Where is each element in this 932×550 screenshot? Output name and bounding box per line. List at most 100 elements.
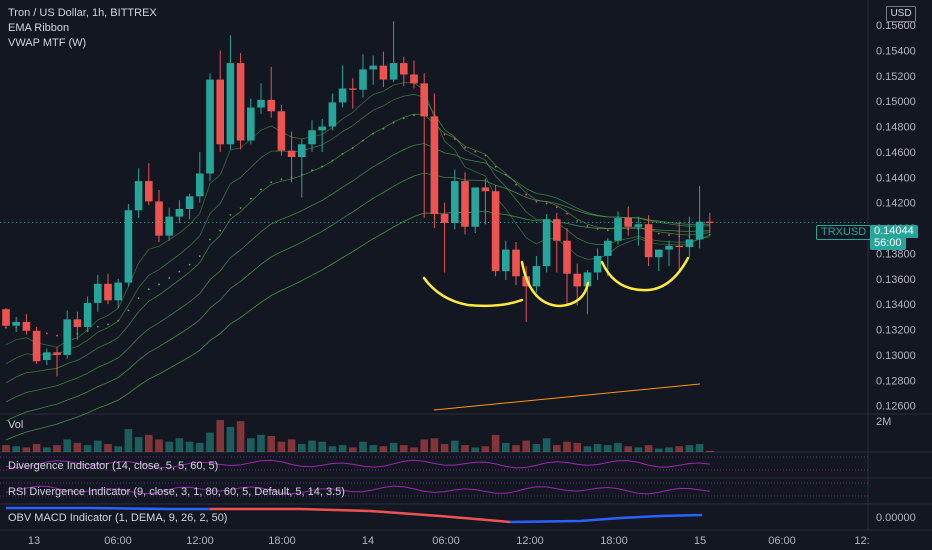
ma-dot [311,169,313,172]
ma-dot [209,238,211,241]
currency-button[interactable]: USD [886,6,916,22]
ma-dot [96,325,99,328]
ema-ribbon-legend[interactable]: EMA Ribbon [8,22,70,34]
x-tick-label: 14 [362,535,374,547]
volume-bar [22,447,31,452]
divergence-line [5,459,710,469]
volume-bar [655,448,663,452]
volume-bar [277,441,286,452]
ma-dot [576,219,579,222]
candle-body [257,99,265,108]
candle-body [22,321,31,331]
volume-bar [400,445,408,452]
volume-bar [267,436,275,452]
candle-body [287,150,296,157]
ma-dot [45,332,48,335]
vwap-legend[interactable]: VWAP MTF (W) [8,37,87,49]
candle-body [491,191,500,272]
volume-bar [114,446,122,452]
y-tick-label: 0.14600 [876,147,916,159]
candle-body [695,221,704,240]
volume-bar [338,445,347,452]
ma-dot [260,188,262,191]
ma-dot [392,121,395,124]
volume-label[interactable]: Vol [8,419,24,431]
volume-bar [2,445,10,452]
volume-bar [624,446,632,452]
volume-bar [155,439,163,452]
candle-body [328,102,337,127]
candle-body [583,272,592,287]
volume-bar [247,438,255,452]
volume-bar [12,446,20,452]
candle-body [420,83,428,117]
volume-bar [420,439,428,452]
volume-bar [308,440,316,452]
volume-bar [471,447,479,452]
ma-dot [351,147,354,149]
ma-dot [382,127,385,130]
ma-dot [147,288,150,291]
ma-dot [219,229,222,232]
candle-body [644,224,653,258]
candle-body [369,65,377,70]
ema-ribbon-line [5,172,710,422]
volume-bar [104,444,112,452]
candle-body [247,107,255,141]
ma-dot [474,150,477,153]
volume-bar [604,445,612,452]
symbol-title[interactable]: Tron / US Dollar, 1h, BITTREX [8,7,157,19]
volume-bar [553,445,561,452]
candle-body [185,196,194,209]
candle-body [196,173,204,197]
candle-body [593,255,602,273]
volume-bar [675,446,683,452]
y-tick-label: 0.12600 [876,401,916,413]
volume-bar [359,441,367,452]
ma-dot [668,234,670,236]
obv-macd-label[interactable]: OBV MACD Indicator (1, DEMA, 9, 26, 2, 5… [8,512,228,524]
ma-dot [494,165,497,168]
ma-dot [198,255,201,258]
ema-ribbon-line [5,143,710,403]
y-tick-label: 0.14800 [876,122,916,134]
price-tag-symbol: TRXUSD [816,225,872,240]
candle-body [165,216,173,236]
y-tick-label: 0.15400 [876,45,916,57]
candle-body [400,63,408,75]
annotation-curve [520,260,590,308]
y-tick-label: 0.13000 [876,350,916,362]
y-tick-label: 0.13600 [876,274,916,286]
volume-bar [491,434,500,452]
ma-dot [239,207,242,209]
candle-body [604,240,612,256]
volume-bar [563,441,571,452]
volume-bar [644,445,653,452]
candle-body [634,224,643,227]
ma-dot [484,154,487,157]
ma-dot [158,283,160,286]
volume-bar [216,420,224,452]
ma-dot [545,202,548,205]
x-tick-label: 18:00 [268,535,296,547]
rsi-divergence-label[interactable]: RSI Divergence Indicator (9, close, 3, 1… [8,486,345,498]
candle-body [32,330,41,362]
obv-macd-segment [210,507,511,524]
volume-bar [410,447,418,452]
ma-dot [504,174,507,176]
price-tag-price: 0.14044 [870,225,918,238]
ma-dot [280,178,283,181]
x-tick-label: 12:00 [186,535,214,547]
ma-dot [270,181,273,184]
volume-bar [512,445,520,452]
ma-dot [413,114,415,117]
divergence-indicator-label[interactable]: Divergence Indicator (14, close, 5, 5, 6… [8,460,219,472]
volume-bar [298,444,306,452]
ma-dot [535,200,538,203]
volume-bar [542,438,551,452]
volume-bar [440,444,449,452]
y-tick-label: 0.15000 [876,96,916,108]
volume-bar [461,445,469,452]
volume-bar [379,446,388,452]
